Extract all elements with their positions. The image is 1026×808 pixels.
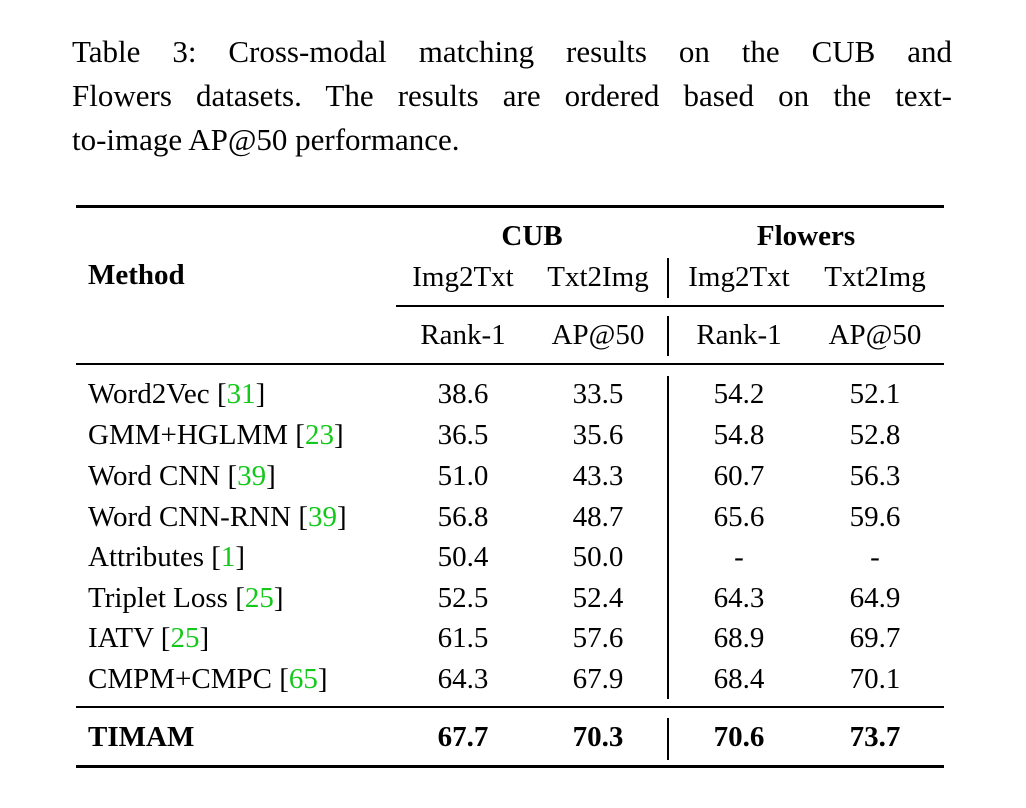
value-cell: 52.8 <box>849 419 901 451</box>
value-cell: 69.7 <box>849 622 901 654</box>
value-cell: 64.3 <box>713 582 765 614</box>
value-cell: 50.4 <box>437 541 489 573</box>
bottom-rule <box>76 765 944 768</box>
value-cell: 38.6 <box>437 378 489 410</box>
subheader-flowers-img2txt: Img2Txt <box>688 261 790 293</box>
value-cell: 52.4 <box>572 582 624 614</box>
subheader-flowers-txt2img: Txt2Img <box>824 261 926 293</box>
value-cell: 59.6 <box>849 501 901 533</box>
citation-link[interactable]: 65 <box>288 663 318 695</box>
method-name: IATV [25] <box>88 622 210 654</box>
method-name: Attributes [1] <box>88 541 246 573</box>
citation-link[interactable]: 39 <box>237 460 267 492</box>
value-cell: 54.8 <box>713 419 765 451</box>
caption-line-3: to-image AP@50 performance. <box>72 122 460 157</box>
value-cell: 68.4 <box>713 663 765 695</box>
value-cell: 51.0 <box>437 460 489 492</box>
value-cell: 65.6 <box>713 501 765 533</box>
value-cell: 56.8 <box>437 501 489 533</box>
value-cell: 52.1 <box>849 378 901 410</box>
citation-link[interactable]: 23 <box>304 419 334 451</box>
value-cell: 57.6 <box>572 622 624 654</box>
value-cell: - <box>734 541 744 573</box>
method-name: Word CNN-RNN [39] <box>88 501 347 533</box>
column-separator <box>667 718 669 760</box>
value-cell: 70.1 <box>849 663 901 695</box>
value-cell: 54.2 <box>713 378 765 410</box>
value-cell: 48.7 <box>572 501 624 533</box>
value-cell: 61.5 <box>437 622 489 654</box>
citation-link[interactable]: 31 <box>226 378 256 410</box>
value-cell: 64.9 <box>849 582 901 614</box>
caption-line-2: Flowers datasets. The results are ordere… <box>72 78 952 113</box>
value-cell: - <box>870 541 880 573</box>
column-separator <box>667 258 669 298</box>
method-name: TIMAM <box>88 721 195 753</box>
group-header-flowers: Flowers <box>756 220 856 252</box>
value-cell: 67.9 <box>572 663 624 695</box>
method-header: Method <box>88 259 185 291</box>
value-cell: 52.5 <box>437 582 489 614</box>
subheader-cub-txt2img: Txt2Img <box>547 261 649 293</box>
citation-link[interactable]: 25 <box>170 622 200 654</box>
top-rule <box>76 205 944 208</box>
value-cell: 43.3 <box>572 460 624 492</box>
caption-line-1: Table 3: Cross-modal matching results on… <box>72 34 952 69</box>
value-cell: 70.6 <box>713 721 765 753</box>
citation-link[interactable]: 1 <box>220 541 236 573</box>
group-header-cub: CUB <box>501 220 563 252</box>
column-separator <box>667 316 669 356</box>
metric-cub-rank1: Rank-1 <box>420 319 506 351</box>
final-row-rule <box>76 706 944 708</box>
value-cell: 67.7 <box>437 721 489 753</box>
metric-cub-ap50: AP@50 <box>551 319 645 351</box>
value-cell: 73.7 <box>849 721 901 753</box>
method-name: CMPM+CMPC [65] <box>88 663 328 695</box>
value-cell: 68.9 <box>713 622 765 654</box>
method-name: Triplet Loss [25] <box>88 582 284 614</box>
value-cell: 60.7 <box>713 460 765 492</box>
metric-flowers-ap50: AP@50 <box>828 319 922 351</box>
method-name: Word2Vec [31] <box>88 378 266 410</box>
method-name: GMM+HGLMM [23] <box>88 419 344 451</box>
value-cell: 35.6 <box>572 419 624 451</box>
metric-flowers-rank1: Rank-1 <box>696 319 782 351</box>
header-rule <box>76 363 944 365</box>
subheader-rule <box>396 305 944 307</box>
value-cell: 33.5 <box>572 378 624 410</box>
value-cell: 64.3 <box>437 663 489 695</box>
citation-link[interactable]: 25 <box>244 582 274 614</box>
citation-link[interactable]: 39 <box>308 501 337 533</box>
subheader-cub-img2txt: Img2Txt <box>412 261 514 293</box>
table-caption: Table 3: Cross-modal matching results on… <box>72 30 952 162</box>
value-cell: 70.3 <box>572 721 624 753</box>
value-cell: 56.3 <box>849 460 901 492</box>
column-separator <box>667 376 669 699</box>
method-name: Word CNN [39] <box>88 460 276 492</box>
value-cell: 36.5 <box>437 419 489 451</box>
value-cell: 50.0 <box>572 541 624 573</box>
